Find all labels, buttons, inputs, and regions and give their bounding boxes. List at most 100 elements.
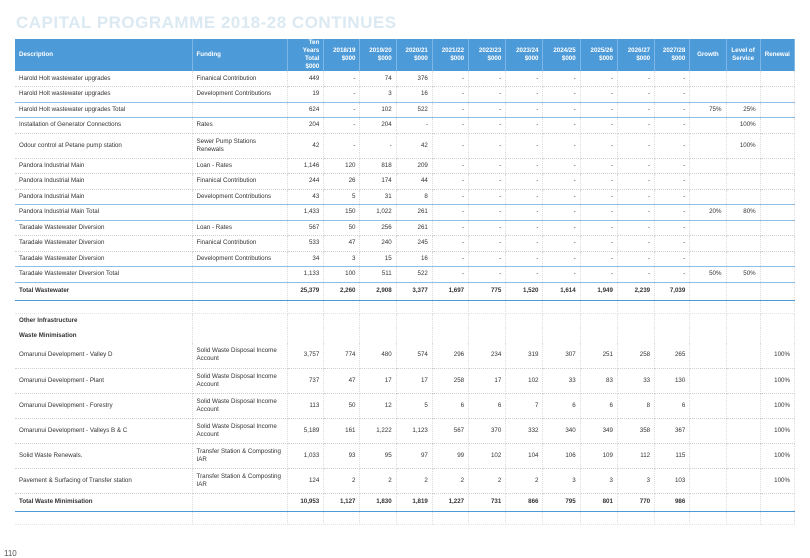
cell-value: 97 (396, 443, 433, 469)
cell-value: 258 (432, 368, 470, 394)
cell-value: - (468, 133, 507, 159)
cell-value: - (505, 71, 544, 87)
cell-value (580, 313, 618, 328)
table-row: Omarunui Development - Plant Solid Waste … (15, 368, 796, 394)
cell-value: 2 (359, 468, 397, 494)
cell-description: Taradale Wastewater Diversion Total (15, 266, 193, 283)
cell-value (396, 511, 433, 525)
col-header-2019-20: 2019/20 $000 (359, 39, 397, 71)
cell-funding (192, 328, 289, 343)
cell-value: 100% (760, 468, 796, 494)
cell-value (726, 343, 761, 369)
cell-value: 2 (396, 468, 433, 494)
cell-description: Harold Holt wastewater upgrades (15, 86, 193, 103)
cell-value: 100% (760, 393, 796, 419)
cell-value (323, 511, 361, 525)
cell-value (505, 328, 544, 343)
cell-value (760, 71, 796, 87)
cell-value: 774 (323, 343, 361, 369)
cell-value (287, 300, 325, 314)
cell-funding: Sewer Pump Stations Renewals (192, 133, 289, 159)
cell-value (760, 282, 796, 301)
cell-value: 574 (396, 343, 433, 369)
cell-funding: Finanical Contribution (192, 71, 289, 87)
cell-description: Pavement & Surfacing of Transfer station (15, 468, 193, 494)
cell-value (359, 328, 397, 343)
cell-value: - (396, 117, 433, 134)
cell-value: 367 (654, 418, 691, 444)
table-row: Taradale Wastewater Diversion Development… (15, 251, 796, 267)
cell-value: 1,222 (359, 418, 397, 444)
cell-value: 1,819 (396, 493, 433, 512)
cell-value: - (542, 220, 581, 236)
col-header-2022-23: 2022/23 $000 (468, 39, 507, 71)
table-header-row: Description Funding Ten Years Total $000… (15, 39, 796, 71)
cell-value: 80% (726, 204, 761, 221)
cell-value (323, 328, 361, 343)
cell-value: - (542, 189, 581, 205)
cell-value: 112 (617, 443, 656, 469)
cell-value (542, 313, 581, 328)
cell-value: - (432, 266, 470, 283)
cell-value: - (323, 133, 361, 159)
cell-value: - (432, 158, 470, 174)
cell-funding: Transfer Station & Composting IAR (192, 468, 289, 494)
cell-description: Harold Holt wastewater upgrades (15, 71, 193, 87)
cell-value: 2,260 (323, 282, 361, 301)
cell-value: 99 (432, 443, 470, 469)
cell-value: - (617, 173, 656, 190)
cell-value (689, 511, 727, 525)
page-title: CAPITAL PROGRAMME 2018-28 CONTINUES (16, 13, 397, 32)
cell-value: 83 (580, 368, 618, 394)
cell-value: - (617, 158, 656, 174)
cell-value: - (542, 158, 581, 174)
col-header-2021-22: 2021/22 $000 (432, 39, 470, 71)
col-header-renewal: Renewal (760, 39, 796, 71)
cell-value: - (505, 235, 544, 252)
cell-description: Omarunui Development - Plant (15, 368, 193, 394)
cell-value: 3 (323, 251, 361, 267)
cell-value: 261 (396, 220, 433, 236)
cell-value: 25,379 (287, 282, 325, 301)
cell-value: 33 (542, 368, 581, 394)
cell-value: 95 (359, 443, 397, 469)
cell-funding (192, 511, 289, 525)
cell-value: 17 (468, 368, 507, 394)
cell-value: 3 (359, 86, 397, 103)
cell-value: - (505, 251, 544, 267)
cell-value: 34 (287, 251, 325, 267)
cell-value: 25% (726, 101, 761, 118)
cell-value: 1,520 (505, 282, 544, 301)
cell-value (689, 313, 727, 328)
cell-value: - (432, 86, 470, 103)
cell-value: - (542, 235, 581, 252)
cell-value: - (468, 86, 507, 103)
cell-value: 19 (287, 86, 325, 103)
cell-funding: Solid Waste Disposal Income Account (192, 343, 289, 369)
cell-value: - (654, 86, 691, 103)
cell-description: Installation of Generator Connections (15, 117, 193, 134)
cell-value: 349 (580, 418, 618, 444)
cell-value (760, 493, 796, 512)
cell-value: 106 (542, 443, 581, 469)
cell-funding: Development Contributions (192, 86, 289, 103)
cell-value (689, 133, 727, 159)
cell-value (432, 511, 470, 525)
cell-value: 1,022 (359, 204, 397, 221)
cell-value (396, 300, 433, 314)
cell-value: - (580, 71, 618, 87)
cell-value: 75% (689, 101, 727, 118)
cell-value (323, 300, 361, 314)
cell-value (726, 443, 761, 469)
cell-value: 3,377 (396, 282, 433, 301)
cell-value: 737 (287, 368, 325, 394)
cell-value: - (617, 86, 656, 103)
cell-value: - (654, 220, 691, 236)
table-row: Odour control at Petane pump station Sewe… (15, 133, 796, 159)
cell-value: 2 (505, 468, 544, 494)
cell-value: 261 (396, 204, 433, 221)
cell-value (617, 328, 656, 343)
cell-description: Omarunui Development - Forestry (15, 393, 193, 419)
cell-value: 109 (580, 443, 618, 469)
table-row: Omarunui Development - Valley D Solid Was… (15, 343, 796, 369)
